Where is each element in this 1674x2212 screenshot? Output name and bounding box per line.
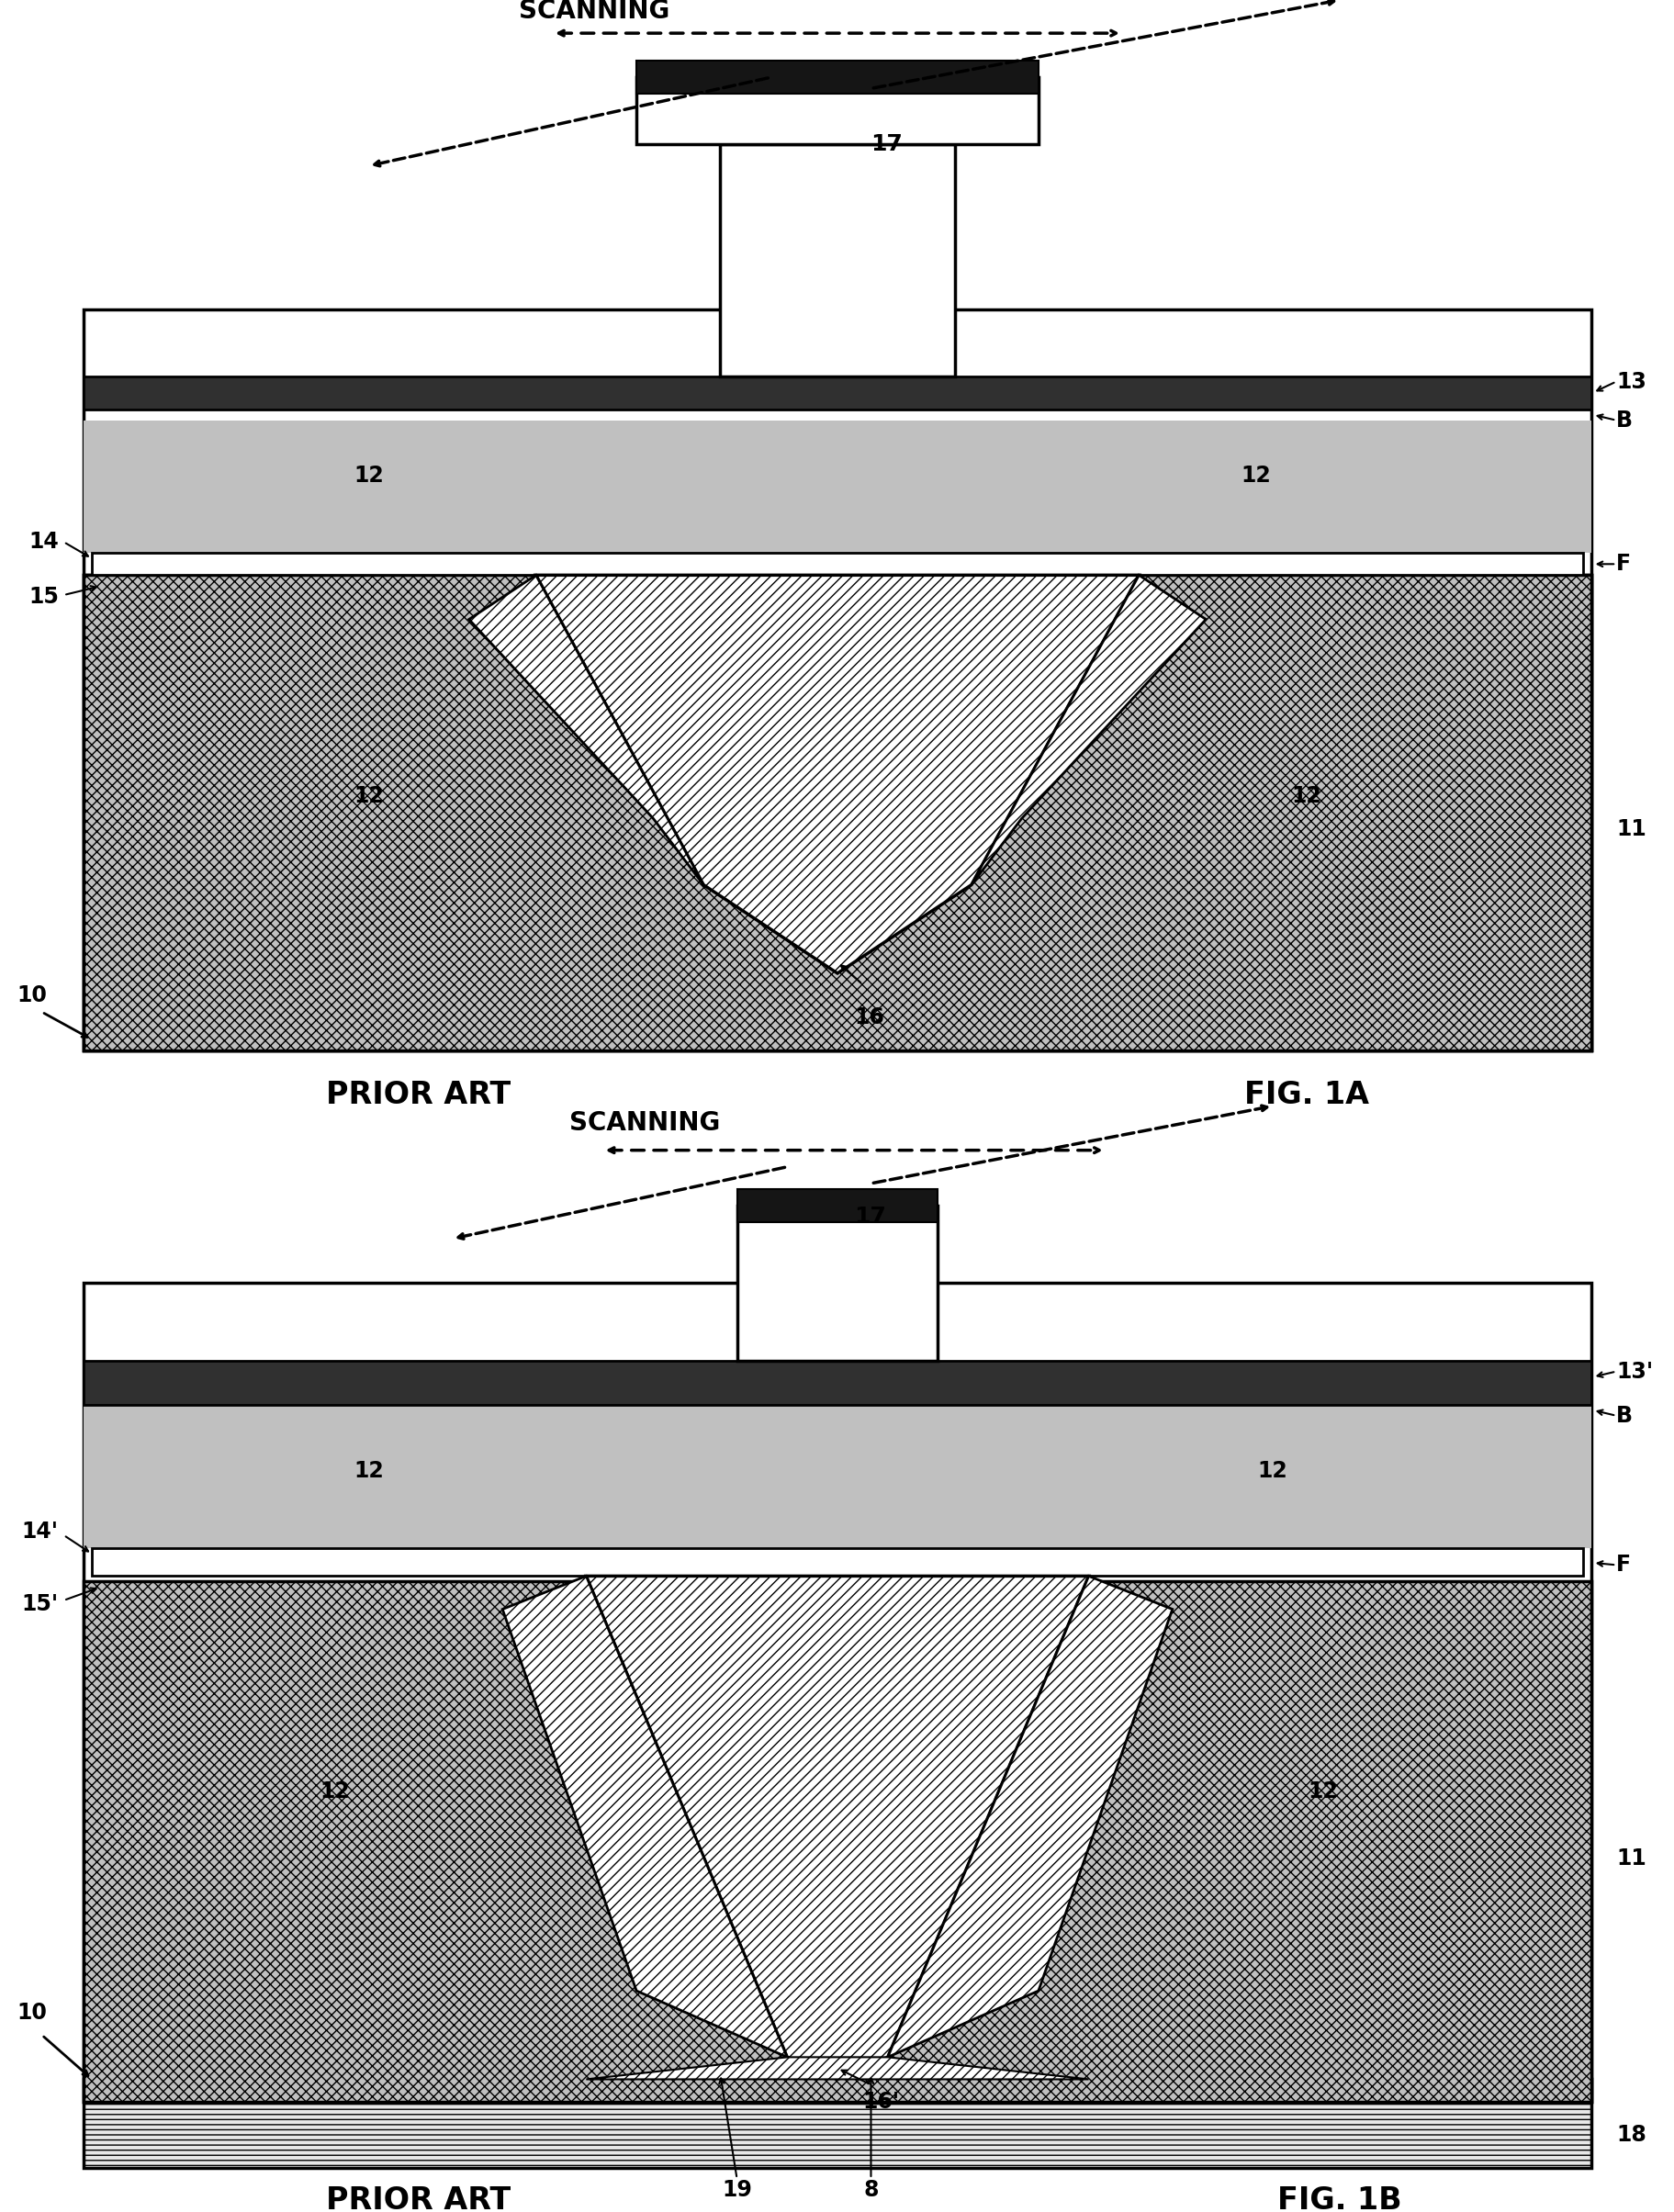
Text: SCANNING: SCANNING [519,0,670,24]
Bar [84,420,1590,553]
Text: 13': 13' [1615,1360,1652,1382]
Polygon shape [586,1575,1088,2079]
Text: 15: 15 [28,586,59,608]
Text: 10: 10 [17,2002,47,2024]
Bar [84,376,1590,409]
Text: 18: 18 [1615,2124,1646,2146]
Bar [84,1360,1590,1405]
Text: 15': 15' [22,1593,59,1615]
Text: 17: 17 [854,1206,886,1228]
Polygon shape [586,2057,1088,2079]
Text: 12: 12 [1240,465,1271,487]
Bar [720,144,954,376]
Bar [92,553,1582,575]
Bar [84,1405,1590,1548]
Text: FIG. 1B: FIG. 1B [1277,2185,1401,2212]
Text: 14: 14 [28,531,59,553]
Text: B: B [1615,409,1632,431]
Text: 10: 10 [17,984,47,1006]
Text: PRIOR ART: PRIOR ART [326,2185,511,2212]
Bar [84,575,1590,1051]
Bar [737,1190,937,1221]
Text: FIG. 1A: FIG. 1A [1244,1079,1368,1110]
Polygon shape [536,575,1138,973]
Text: PRIOR ART: PRIOR ART [326,1079,511,1110]
Bar [84,310,1590,1051]
Text: 11: 11 [1615,818,1646,841]
Bar [84,1283,1590,2101]
Bar [84,420,1590,553]
Text: F: F [1615,553,1630,575]
Text: 19: 19 [721,2179,752,2201]
Text: 8: 8 [862,2179,879,2201]
Text: B: B [1615,1405,1632,1427]
Polygon shape [469,575,703,885]
Text: 12: 12 [320,1781,350,1803]
Bar [636,60,1038,93]
Text: 12: 12 [353,465,383,487]
Bar [92,1548,1582,1575]
Text: 12: 12 [1307,1781,1338,1803]
Bar [84,1582,1590,2101]
Bar [84,2079,1590,2168]
Bar [636,77,1038,144]
Bar [84,575,1590,1051]
Text: SCANNING: SCANNING [569,1110,720,1135]
Text: 16: 16 [854,1006,884,1029]
Text: 12: 12 [353,785,383,807]
Text: 17: 17 [870,133,902,155]
Text: 14': 14' [22,1522,59,1542]
Polygon shape [971,575,1205,885]
Polygon shape [887,1575,1172,2057]
Text: 13: 13 [1615,372,1646,392]
Text: 12: 12 [1257,1460,1287,1482]
Text: 16': 16' [862,2090,899,2112]
Text: 11: 11 [1615,1847,1646,1869]
Bar [737,1206,937,1360]
Text: 12: 12 [1291,785,1321,807]
Polygon shape [502,1575,787,2057]
Text: F: F [1615,1555,1630,1575]
Text: 12: 12 [353,1460,383,1482]
